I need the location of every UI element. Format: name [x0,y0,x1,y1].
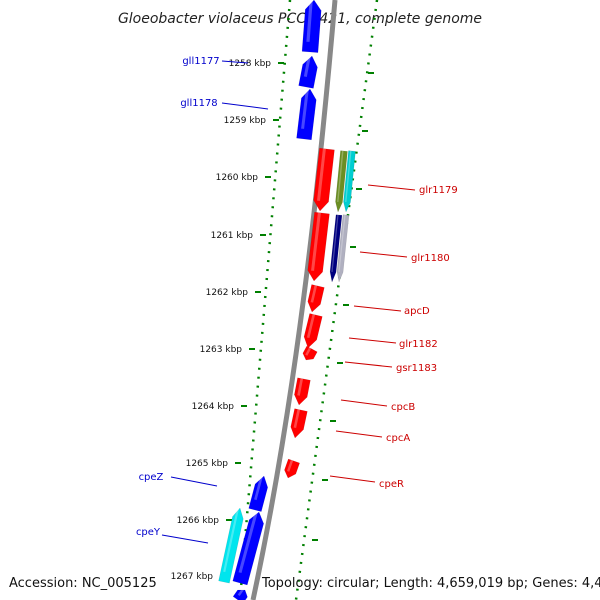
gene-glr1180-shade [311,212,321,271]
leader-line [161,534,209,544]
gene-label-gll1177[interactable]: gll1177 [182,56,219,67]
kbp-tick-label: 1260 kbp [216,173,259,183]
gene-label-glr1179[interactable]: glr1179 [419,185,458,196]
gene-label-gll1178[interactable]: gll1178 [180,98,217,109]
gene-cpcA[interactable] [290,408,308,439]
gene-cpeY-shade [238,510,258,574]
kbp-tick-label: 1259 kbp [224,116,267,126]
gene-glr1179-cyan[interactable] [343,150,356,213]
leader-line [367,184,416,191]
gene-cpcB[interactable] [294,377,311,406]
gene-gll1177[interactable] [298,55,318,89]
leader-line [329,475,376,483]
gene-glr1180[interactable] [307,211,330,282]
gene-label-cpcB[interactable]: cpcB [391,402,415,413]
gene-cpeR-shade [286,459,294,472]
kbp-tick-label: 1263 kbp [200,345,243,355]
kbp-tick-label: 1266 kbp [177,516,220,526]
gene-glr1180-grey[interactable] [336,214,350,283]
topology-text: Topology: circular; Length: 4,659,019 bp… [261,576,600,591]
gene-gll1176[interactable] [301,0,322,53]
gene-apcD-shade [310,285,318,303]
accession-text: Accession: NC_005125 [9,576,157,591]
leader-line [353,305,402,312]
kbp-tick-label: 1267 kbp [171,572,214,582]
leader-line [359,251,408,258]
leader-line [221,60,249,64]
gene-apcD[interactable] [307,284,325,313]
kbp-tick-label: 1262 kbp [206,288,249,298]
gene-cpeR[interactable] [284,458,300,479]
leader-line [335,430,383,438]
gene-glr1182[interactable] [303,313,323,349]
gene-label-gsr1183[interactable]: gsr1183 [396,363,437,374]
gene-cpeY-cyan[interactable] [218,507,244,584]
gene-label-cpeZ[interactable]: cpeZ [139,472,164,483]
gene-glr1179-olive-shade [337,150,344,202]
gene-cpeZ[interactable] [248,475,268,512]
gene-glr1180-navy[interactable] [329,214,343,283]
gene-label-apcD[interactable]: apcD [404,306,430,317]
gene-glr1179-shade [317,148,326,201]
gene-gll1176-shade [306,0,313,42]
gene-next[interactable] [232,589,248,600]
kbp-tick-label: 1258 kbp [229,59,272,69]
gene-gsr1183[interactable] [302,345,318,361]
gene-glr1179-cyan-shade [345,150,352,202]
gene-label-cpeR[interactable]: cpeR [379,479,404,490]
gene-label-glr1180[interactable]: glr1180 [411,253,450,264]
leader-line [221,102,269,110]
gene-glr1179[interactable] [313,147,335,212]
gene-cpcB-shade [297,378,304,396]
outer-dotted-ring [294,0,379,600]
gene-gll1178-shade [301,88,309,129]
gene-glr1180-navy-shade [331,214,339,273]
kbp-tick-label: 1261 kbp [211,231,254,241]
kbp-tick-group: 1258 kbp 1259 kbp 1260 kbp 1261 kbp 1262 kbp… [171,59,374,582]
gene-label-glr1182[interactable]: glr1182 [399,339,438,350]
inner-dotted-ring [238,0,292,600]
gene-next-shade [237,588,245,596]
gene-label-group: gll1177 gll1178 cpeZ cpeY glr1179 glr1180 apcD… [136,56,458,544]
gene-cpeZ-shade [254,475,264,501]
gene-glr1182-shade [306,314,316,339]
genome-backbone [250,0,338,600]
leader-line [340,399,388,407]
gene-gsr1183-shade [305,347,312,356]
gene-label-cpcA[interactable]: cpcA [386,433,410,444]
gene-cpeY-cyan-shade [223,507,240,573]
gene-gll1178[interactable] [296,88,317,141]
gene-cpeY[interactable] [232,511,264,586]
kbp-tick-label: 1264 kbp [192,402,235,412]
gene-group [218,0,356,600]
map-title: Gloeobacter violaceus PCC 7421, complete… [118,11,482,27]
kbp-tick-label: 1265 kbp [186,459,229,469]
leader-line [348,337,397,344]
leader-line [170,476,218,487]
gene-label-cpeY[interactable]: cpeY [136,527,161,538]
gene-glr1179-olive[interactable] [335,150,348,213]
gene-gll1177-shade [303,55,311,77]
gene-glr1180-grey-shade [338,214,346,273]
leader-line [344,361,393,368]
gene-cpcA-shade [293,409,301,429]
